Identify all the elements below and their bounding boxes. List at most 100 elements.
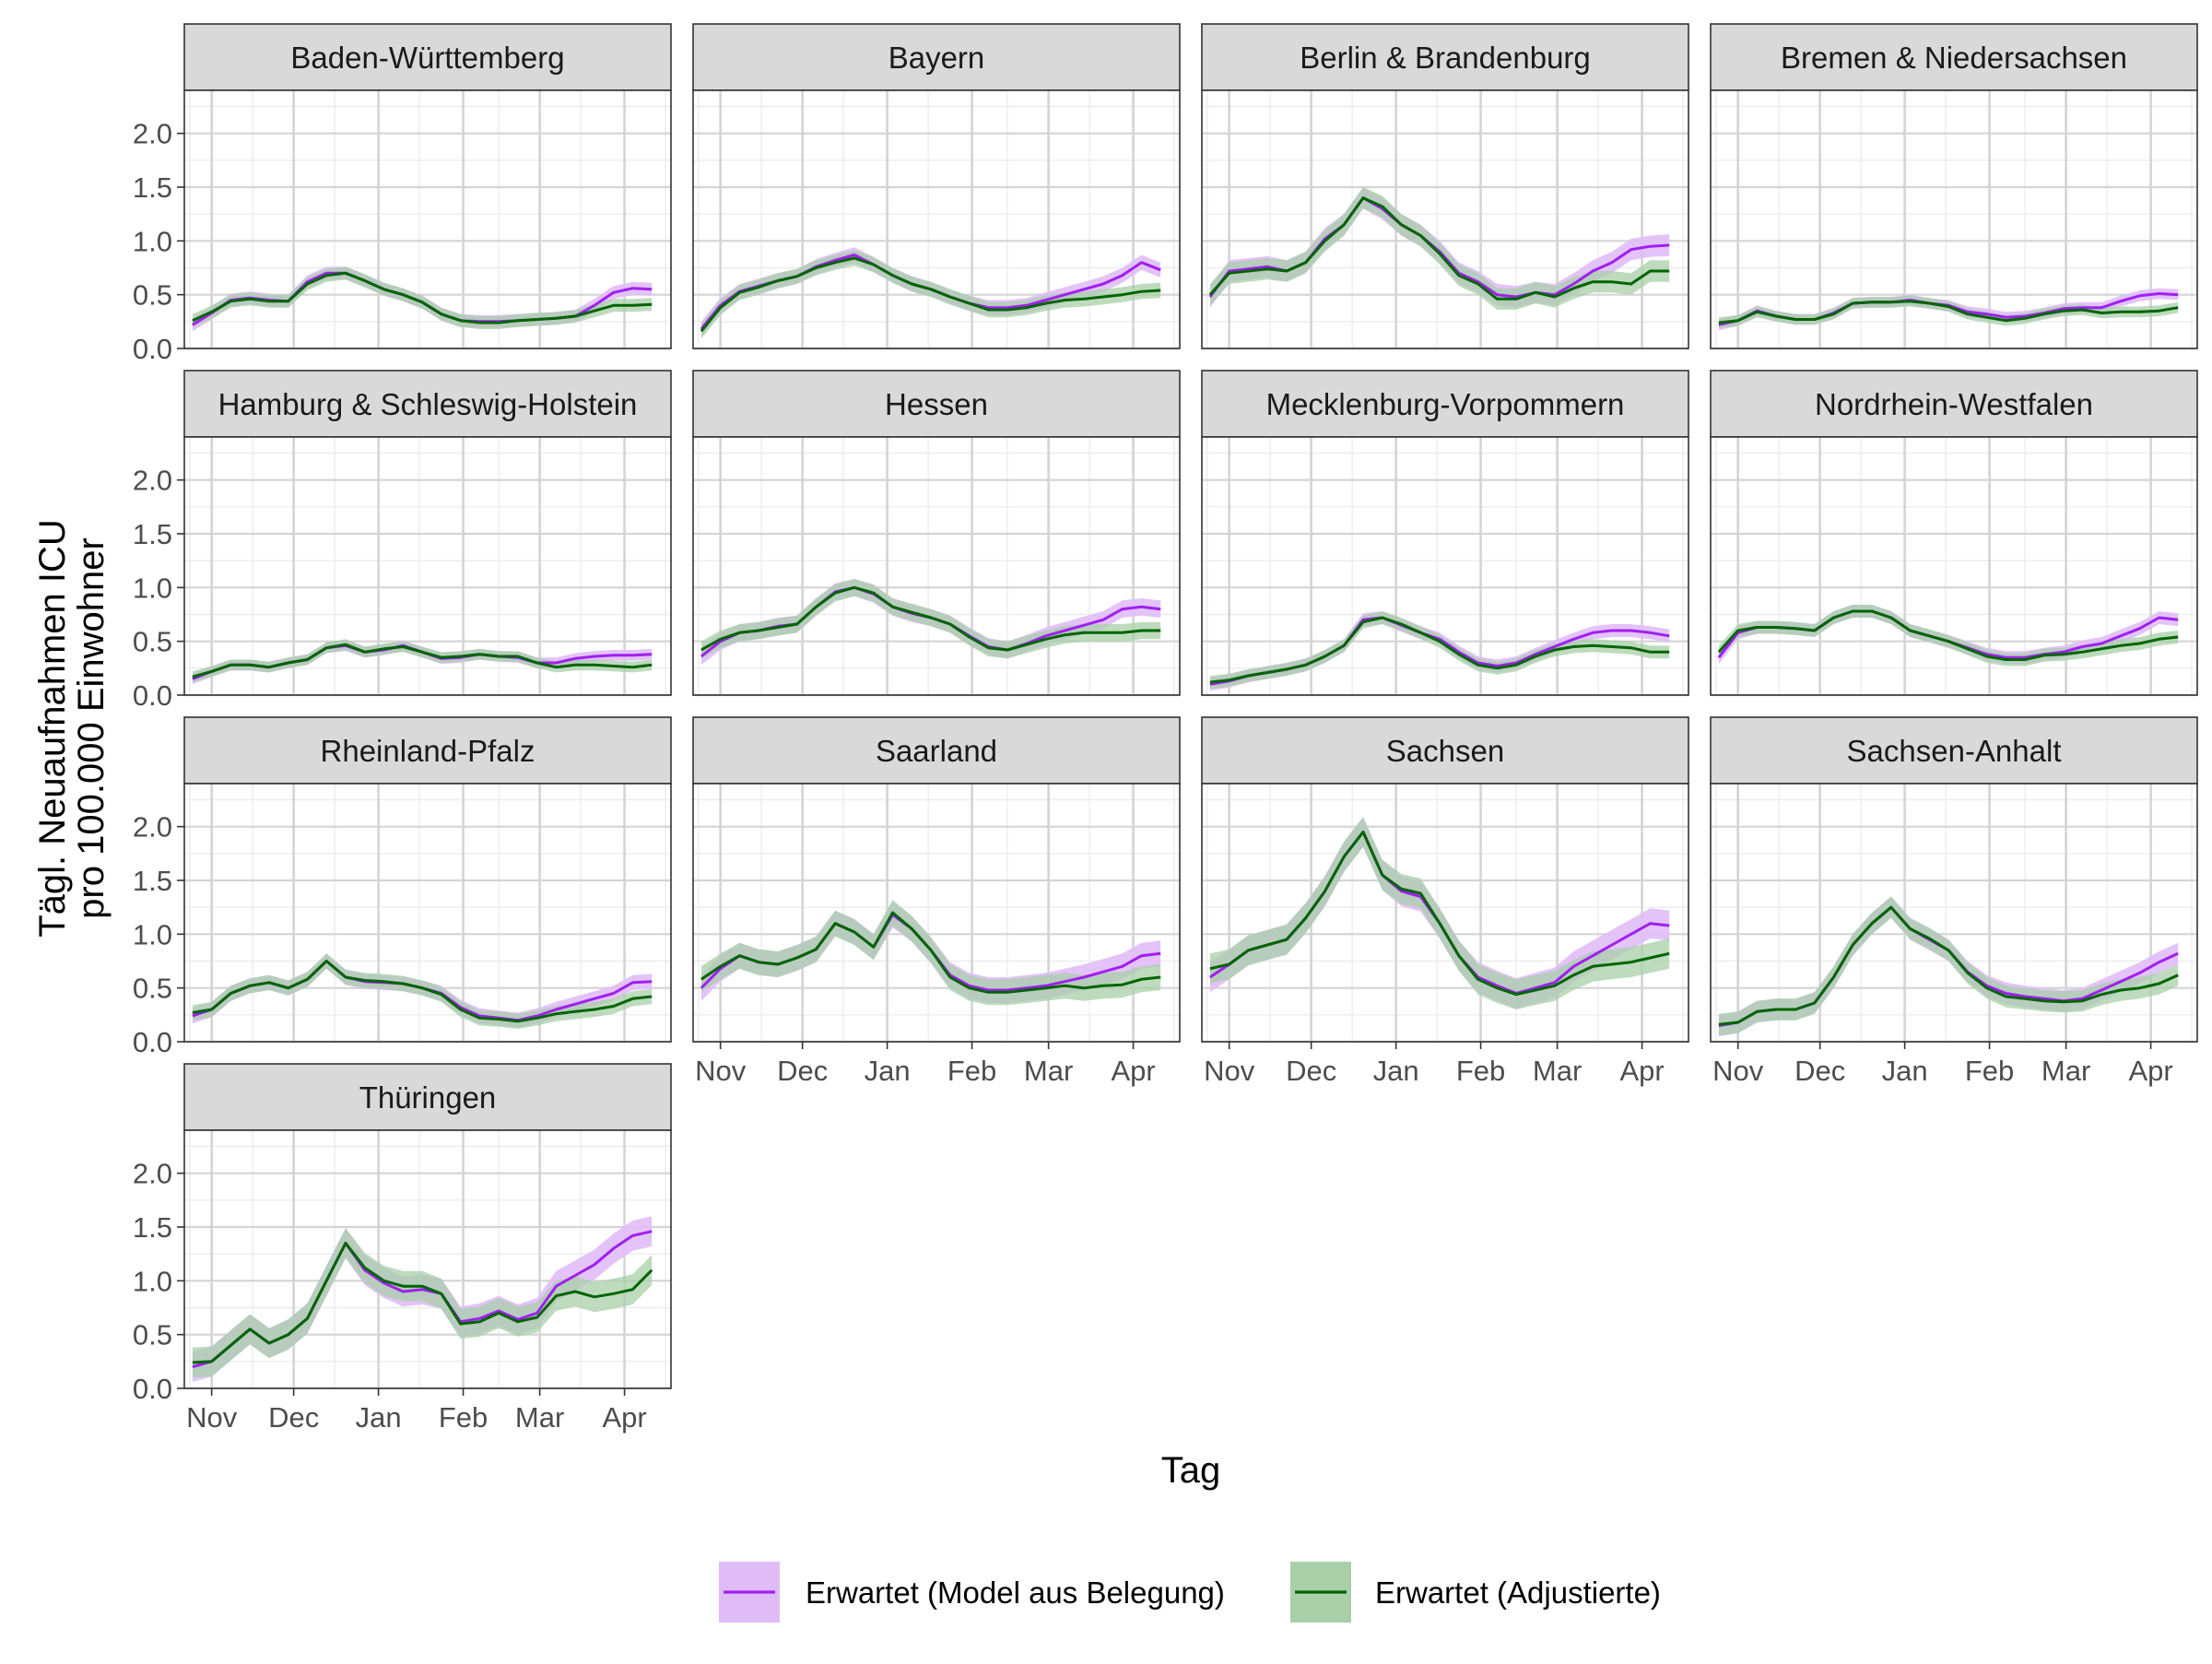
x-tick-label: Mar (2041, 1055, 2090, 1087)
legend-label: Erwartet (Adjustierte) (1375, 1575, 1661, 1610)
legend-item-adjusted: Erwartet (Adjustierte) (1290, 1562, 1661, 1623)
panel-border-bremen-niedersachsen (1710, 89, 2198, 349)
y-tick-label: 1.0 (133, 918, 172, 950)
strip-label-nordrhein-westfalen: Nordrhein-Westfalen (1815, 387, 2093, 421)
strip-mecklenburg-vorpommern (1201, 370, 1689, 438)
x-tick-label: Nov (1712, 1055, 1764, 1087)
y-tick-label: 0.5 (133, 626, 172, 658)
plot-bg-sachsen (1202, 784, 1688, 1042)
strip-label-rheinland-pfalz: Rheinland-Pfalz (321, 734, 535, 768)
panel-hamburg-schleswig-holstein: Hamburg & Schleswig-Holstein 0.0 0.5 1.0 1.5… (133, 370, 672, 712)
band-adjusted-mecklenburg-vorpommern (1209, 611, 1670, 689)
panel-border-sachsen (1201, 783, 1689, 1043)
line-adjusted-hamburg-schleswig-holstein (192, 643, 653, 679)
strip-label-hessen: Hessen (885, 387, 988, 421)
y-tick-label: 1.5 (133, 1211, 172, 1244)
legend: Erwartet (Model aus Belegung) Erwartet (A… (719, 1562, 1661, 1623)
x-tick-label: Apr (1111, 1055, 1155, 1087)
line-adjusted-thueringen (192, 1242, 653, 1364)
x-tick-label: Feb (1456, 1055, 1505, 1087)
strip-thueringen (183, 1063, 672, 1131)
plot-bg-saarland (693, 784, 1180, 1042)
x-tick-label: Jan (356, 1401, 402, 1434)
panel-border-sachsen-anhalt (1710, 783, 2198, 1043)
gridlines-berlin-brandenburg (1202, 90, 1688, 350)
panel-berlin-brandenburg: Berlin & Brandenburg (1201, 23, 1689, 350)
line-adjusted-berlin-brandenburg (1208, 196, 1670, 301)
panel-hessen: Hessen (692, 370, 1181, 697)
panel-border-saarland (692, 783, 1181, 1043)
panel-bayern: Bayern (692, 23, 1181, 350)
legend-label: Erwartet (Model aus Belegung) (806, 1575, 1225, 1610)
band-adjusted-berlin-brandenburg (1209, 187, 1670, 310)
x-tick-label: Jan (1373, 1055, 1419, 1087)
panel-border-hessen (692, 436, 1181, 696)
x-tick-label: Apr (2128, 1055, 2172, 1087)
strip-label-thueringen: Thüringen (359, 1080, 497, 1115)
strip-label-baden-wuerttemberg: Baden-Württemberg (290, 41, 564, 75)
x-tick-label: Dec (777, 1055, 828, 1087)
line-adjusted-saarland (700, 911, 1161, 994)
x-tick-label: Jan (865, 1055, 911, 1087)
x-tick-label: Feb (1965, 1055, 2014, 1087)
y-tick-label: 0.0 (133, 1026, 172, 1058)
panel-thueringen: Thüringen 0.0 0.5 1.0 1.5 2.0 Nov Dec Jan Feb Mar A… (133, 1063, 672, 1434)
strip-hamburg-schleswig-holstein (183, 370, 672, 438)
panel-sachsen: Sachsen Nov Dec Jan Feb Mar Apr (1201, 716, 1689, 1087)
strip-label-sachsen-anhalt: Sachsen-Anhalt (1847, 734, 2062, 768)
plot-bg-mecklenburg-vorpommern (1202, 437, 1688, 695)
x-axis-title: Tag (1161, 1450, 1221, 1491)
y-tick-label: 0.5 (133, 279, 172, 312)
band-adjusted-bayern (700, 250, 1161, 339)
x-tick-label: Apr (1619, 1055, 1664, 1087)
line-adjusted-bayern (700, 256, 1161, 333)
band-adjusted-hamburg-schleswig-holstein (192, 639, 653, 682)
y-tick-label: 1.0 (133, 225, 172, 257)
panel-baden-wuerttemberg: Baden-Württemberg 0.0 0.5 1.0 1.5 2.0 (133, 23, 672, 365)
strip-label-sachsen: Sachsen (1386, 734, 1504, 768)
y-axis-title-line2: pro 100.000 Einwohner (71, 537, 112, 919)
y-tick-label: 1.0 (133, 1265, 172, 1297)
strip-sachsen-anhalt (1710, 716, 2198, 785)
gridlines-bayern (693, 90, 1180, 350)
x-tick-label: Jan (1882, 1055, 1928, 1087)
panel-sachsen-anhalt: Sachsen-Anhalt Nov Dec Jan Feb Mar Apr (1710, 716, 2198, 1087)
x-tick-label: Nov (1204, 1055, 1255, 1087)
line-adjusted-hessen (700, 585, 1161, 652)
x-tick-label: Mar (1024, 1055, 1073, 1087)
line-adjusted-baden-wuerttemberg (192, 271, 653, 325)
panel-border-bayern (692, 89, 1181, 349)
panel-border-berlin-brandenburg (1201, 89, 1689, 349)
band-adjusted-sachsen (1209, 817, 1670, 1009)
strip-bremen-niedersachsen (1710, 23, 2198, 91)
panel-rheinland-pfalz: Rheinland-Pfalz 0.0 0.5 1.0 1.5 2.0 (133, 716, 672, 1058)
legend-item-model: Erwartet (Model aus Belegung) (719, 1562, 1225, 1623)
strip-label-bremen-niedersachsen: Bremen & Niedersachsen (1781, 41, 2127, 75)
panel-border-thueringen (183, 1129, 672, 1389)
y-tick-label: 1.5 (133, 865, 172, 897)
y-tick-label: 0.5 (133, 1319, 172, 1351)
strip-hessen (692, 370, 1181, 438)
line-adjusted-sachsen-anhalt (1718, 905, 2179, 1026)
y-tick-label: 0.0 (133, 1373, 172, 1405)
x-tick-label: Feb (947, 1055, 996, 1087)
y-tick-label: 2.0 (133, 465, 172, 497)
strip-sachsen (1201, 716, 1689, 785)
panel-mecklenburg-vorpommern: Mecklenburg-Vorpommern (1201, 370, 1689, 697)
x-tick-label: Feb (439, 1401, 488, 1434)
x-tick-label: Nov (186, 1401, 238, 1434)
x-tick-label: Mar (515, 1401, 564, 1434)
y-tick-label: 1.0 (133, 572, 172, 604)
plot-bg-berlin-brandenburg (1202, 90, 1688, 348)
strip-label-bayern: Bayern (888, 41, 985, 75)
x-tick-label: Mar (1533, 1055, 1582, 1087)
y-tick-label: 0.5 (133, 973, 172, 1005)
y-tick-label: 2.0 (133, 1158, 172, 1190)
line-adjusted-mecklenburg-vorpommern (1209, 616, 1670, 684)
y-tick-label: 0.0 (133, 679, 172, 712)
band-adjusted-thueringen (192, 1228, 653, 1378)
line-adjusted-bremen-niedersachsen (1718, 300, 2179, 325)
